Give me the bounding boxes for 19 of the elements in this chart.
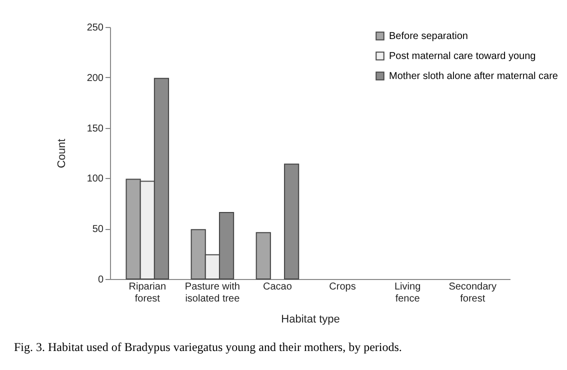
x-tick-label: Crops [329, 282, 356, 292]
x-axis-title: Habitat type [281, 314, 340, 326]
y-tick-label: 250 [86, 22, 104, 34]
y-tick-label: 200 [86, 72, 104, 84]
bar [256, 232, 271, 280]
legend-label: Mother sloth alone after maternal care [389, 71, 558, 82]
y-tick-label: 50 [92, 224, 104, 236]
x-tick-label: Secondary forest [448, 282, 497, 304]
legend-label: Post maternal care toward young [389, 51, 536, 62]
x-tick-label: Living fence [394, 282, 421, 304]
legend-label: Before separation [389, 31, 468, 42]
x-tick-label: Pasture with isolated tree [184, 282, 240, 304]
y-tick-label: 0 [98, 274, 104, 286]
x-tick-label: Cacao [263, 282, 292, 292]
caption: Fig. 3. Habitat used of Bradypus variegatus young and their mothers, by periods. [14, 340, 402, 355]
y-tick-label: 100 [86, 174, 104, 185]
x-tick-label: Riparian forest [128, 282, 166, 304]
y-axis-title: Count [56, 138, 68, 168]
y-tick-label: 150 [86, 123, 104, 134]
